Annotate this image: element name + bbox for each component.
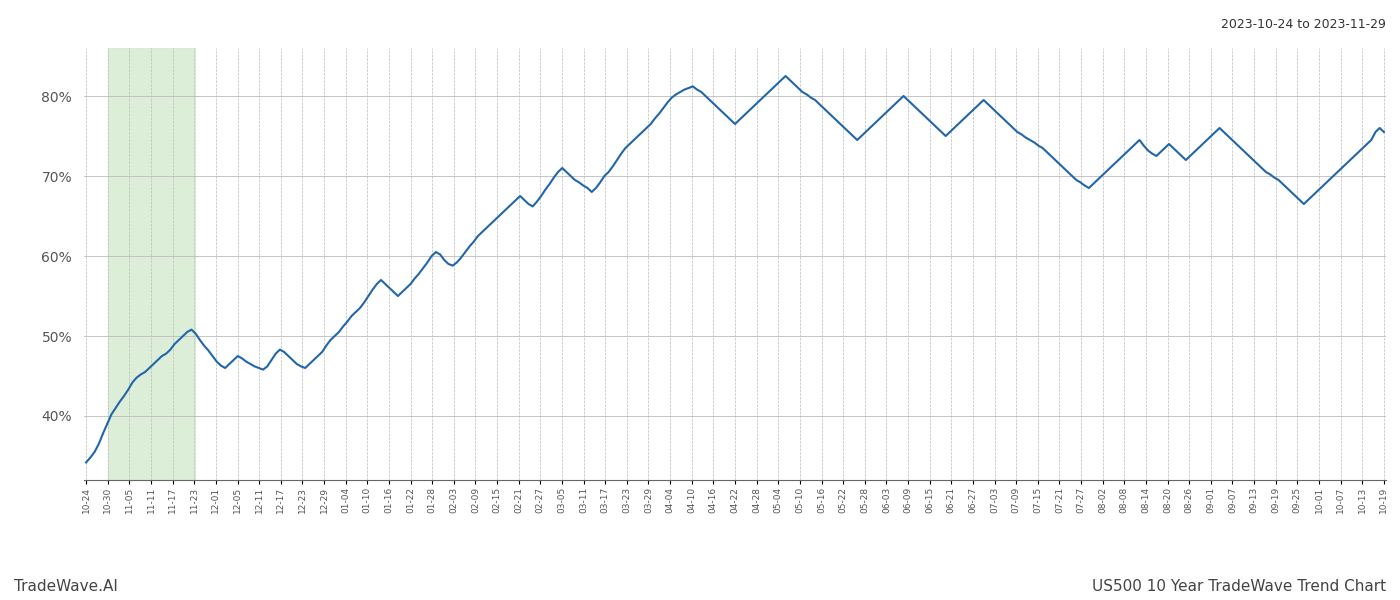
Text: TradeWave.AI: TradeWave.AI xyxy=(14,579,118,594)
Bar xyxy=(108,48,195,480)
Text: US500 10 Year TradeWave Trend Chart: US500 10 Year TradeWave Trend Chart xyxy=(1092,579,1386,594)
Text: 2023-10-24 to 2023-11-29: 2023-10-24 to 2023-11-29 xyxy=(1221,18,1386,31)
